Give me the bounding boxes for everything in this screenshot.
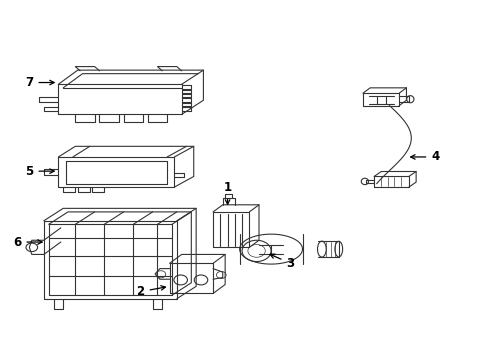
Text: 2: 2 — [136, 285, 165, 298]
Text: 1: 1 — [223, 181, 231, 204]
Text: 4: 4 — [410, 150, 439, 163]
Text: 6: 6 — [13, 235, 42, 248]
Text: 5: 5 — [25, 165, 54, 177]
Text: 7: 7 — [25, 76, 54, 89]
Text: 3: 3 — [269, 254, 294, 270]
